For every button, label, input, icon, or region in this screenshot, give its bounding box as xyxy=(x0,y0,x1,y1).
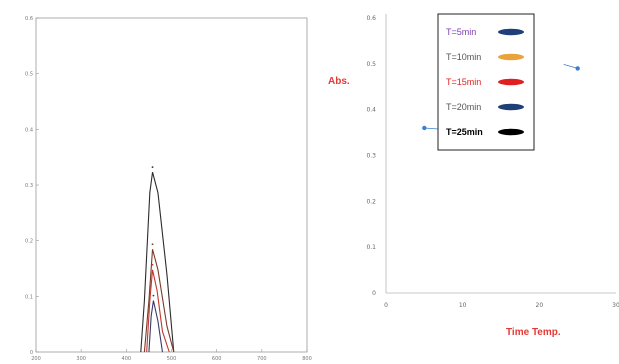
peak-marker-1 xyxy=(151,166,154,169)
y-tick-label: 0.4 xyxy=(366,107,376,114)
y-tick-label: 0.2 xyxy=(25,239,33,245)
x-tick-label: 10 xyxy=(459,302,467,309)
x-tick-label: 20 xyxy=(536,302,544,309)
y-tick-label: 0.5 xyxy=(25,72,33,78)
legend-label-5: T=25min xyxy=(446,127,483,137)
y-tick-label: 0.3 xyxy=(366,153,376,160)
legend-swatch-3 xyxy=(498,78,524,86)
legend-label-1: T=5min xyxy=(446,27,476,37)
legend-swatch-4 xyxy=(498,103,524,111)
x-tick-label: 200 xyxy=(31,356,41,362)
x-tick-label: 700 xyxy=(257,356,267,362)
y-tick-label: 0.2 xyxy=(366,198,376,205)
y-tick-label: 0.5 xyxy=(366,61,376,68)
point-connector-2 xyxy=(563,64,578,69)
spectrum-line-4 xyxy=(148,300,164,353)
y-axis-title: Abs. xyxy=(328,76,350,87)
legend-swatch-5 xyxy=(498,128,524,136)
legend-label-2: T=10min xyxy=(446,52,481,62)
x-tick-label: 600 xyxy=(212,356,222,362)
x-tick-label: 0 xyxy=(384,302,388,309)
x-tick-label: 400 xyxy=(122,356,132,362)
data-point-1 xyxy=(422,125,427,131)
y-tick-label: 0 xyxy=(30,350,33,356)
data-point-2 xyxy=(575,66,580,71)
x-tick-label: 30 xyxy=(612,302,619,309)
y-tick-label: 0.6 xyxy=(366,15,376,22)
y-tick-label: 0 xyxy=(372,290,376,297)
legend-box xyxy=(437,13,535,151)
y-tick-label: 0.1 xyxy=(366,244,376,251)
y-tick-label: 0.6 xyxy=(25,16,33,22)
peak-marker-4 xyxy=(152,294,155,297)
legend-label-3: T=15min xyxy=(446,77,481,87)
legend-label-4: T=20min xyxy=(446,102,481,112)
x-tick-label: 300 xyxy=(76,356,86,362)
absorbance-chart-panel: 0 0.1 0.2 0.3 0.4 0.5 0.6 0 10 20 30 Abs. Time Temp.… xyxy=(320,0,619,364)
spectrum-line-1 xyxy=(140,172,175,353)
spectrum-line-2 xyxy=(143,249,175,353)
spectrum-chart: 200 300 400 500 600 700 800 0 0.1 0.2 0.3 0.4 0.5 0.6 xyxy=(25,16,312,362)
point-connector-1 xyxy=(424,127,439,130)
y-tick-label: 0.4 xyxy=(25,127,33,133)
legend-swatch-1 xyxy=(498,28,524,36)
legend-swatch-2 xyxy=(498,53,524,61)
peak-marker-2 xyxy=(151,243,154,246)
x-tick-label: 500 xyxy=(167,356,177,362)
y-tick-label: 0.3 xyxy=(25,183,33,189)
spectrum-chart-panel: 200 300 400 500 600 700 800 0 0.1 0.2 0.3 0.4 0.5 0.6 xyxy=(25,16,312,362)
x-axis-title: Time Temp. xyxy=(506,327,561,338)
plot-frame xyxy=(35,17,308,353)
y-tick-label: 0.1 xyxy=(25,294,33,300)
peak-marker-3 xyxy=(151,263,154,266)
absorbance-chart: 0 0.1 0.2 0.3 0.4 0.5 0.6 0 10 20 30 Abs. Time Temp.… xyxy=(328,13,619,338)
spectrum-line-3 xyxy=(146,269,170,353)
x-tick-label: 800 xyxy=(302,356,312,362)
